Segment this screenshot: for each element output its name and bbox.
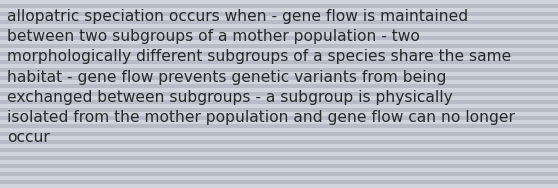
Bar: [0, 64, 558, 68]
Bar: [0, 48, 558, 52]
Bar: [0, 8, 558, 12]
Bar: [0, 84, 558, 88]
Bar: [0, 72, 558, 76]
Bar: [0, 16, 558, 20]
Bar: [0, 4, 558, 8]
Bar: [0, 60, 558, 64]
Bar: [0, 100, 558, 104]
Bar: [0, 20, 558, 24]
Bar: [0, 168, 558, 172]
Bar: [0, 112, 558, 116]
Bar: [0, 132, 558, 136]
Bar: [0, 52, 558, 56]
Bar: [0, 40, 558, 44]
Bar: [0, 172, 558, 176]
Bar: [0, 80, 558, 84]
Bar: [0, 156, 558, 160]
Bar: [0, 152, 558, 156]
Bar: [0, 140, 558, 144]
Bar: [0, 92, 558, 96]
Bar: [0, 124, 558, 128]
Bar: [0, 68, 558, 72]
Bar: [0, 160, 558, 164]
Bar: [0, 108, 558, 112]
Bar: [0, 0, 558, 4]
Bar: [0, 76, 558, 80]
Bar: [0, 104, 558, 108]
Bar: [0, 96, 558, 100]
Bar: [0, 56, 558, 60]
Bar: [0, 116, 558, 120]
Bar: [0, 144, 558, 148]
Bar: [0, 148, 558, 152]
Bar: [0, 176, 558, 180]
Bar: [0, 136, 558, 140]
Bar: [0, 164, 558, 168]
Text: allopatric speciation occurs when - gene flow is maintained
between two subgroup: allopatric speciation occurs when - gene…: [7, 9, 515, 145]
Bar: [0, 28, 558, 32]
Bar: [0, 36, 558, 40]
Bar: [0, 120, 558, 124]
Bar: [0, 24, 558, 28]
Bar: [0, 32, 558, 36]
Bar: [0, 180, 558, 184]
Bar: [0, 184, 558, 188]
Bar: [0, 88, 558, 92]
Bar: [0, 12, 558, 16]
Bar: [0, 44, 558, 48]
Bar: [0, 128, 558, 132]
